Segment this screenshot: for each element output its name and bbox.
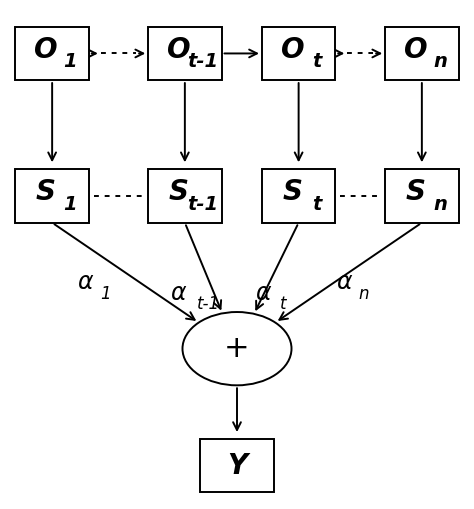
Text: +: + (224, 334, 250, 363)
Text: n: n (433, 194, 447, 214)
Text: α: α (78, 270, 93, 295)
Text: α: α (255, 280, 271, 305)
Text: t: t (312, 52, 321, 71)
Text: S: S (36, 178, 56, 207)
Text: t-1: t-1 (197, 295, 220, 313)
FancyBboxPatch shape (148, 169, 221, 223)
FancyBboxPatch shape (385, 169, 459, 223)
Text: O: O (34, 36, 58, 64)
Text: 1: 1 (64, 52, 77, 71)
Text: 1: 1 (64, 194, 77, 214)
Text: Y: Y (227, 451, 247, 480)
Text: t-1: t-1 (187, 52, 219, 71)
Text: n: n (358, 285, 369, 303)
Text: S: S (169, 178, 189, 207)
Text: S: S (283, 178, 302, 207)
Ellipse shape (182, 312, 292, 385)
Text: S: S (406, 178, 426, 207)
FancyBboxPatch shape (15, 26, 89, 80)
Text: α: α (170, 280, 185, 305)
Text: O: O (281, 36, 304, 64)
Text: O: O (167, 36, 191, 64)
Text: t-1: t-1 (187, 194, 219, 214)
Text: t: t (280, 295, 286, 313)
FancyBboxPatch shape (15, 169, 89, 223)
FancyBboxPatch shape (148, 26, 221, 80)
FancyBboxPatch shape (200, 439, 274, 493)
Text: n: n (433, 52, 447, 71)
Text: O: O (404, 36, 428, 64)
FancyBboxPatch shape (262, 26, 336, 80)
FancyBboxPatch shape (262, 169, 336, 223)
FancyBboxPatch shape (385, 26, 459, 80)
Text: α: α (336, 270, 351, 295)
Text: t: t (312, 194, 321, 214)
Text: 1: 1 (100, 285, 110, 303)
